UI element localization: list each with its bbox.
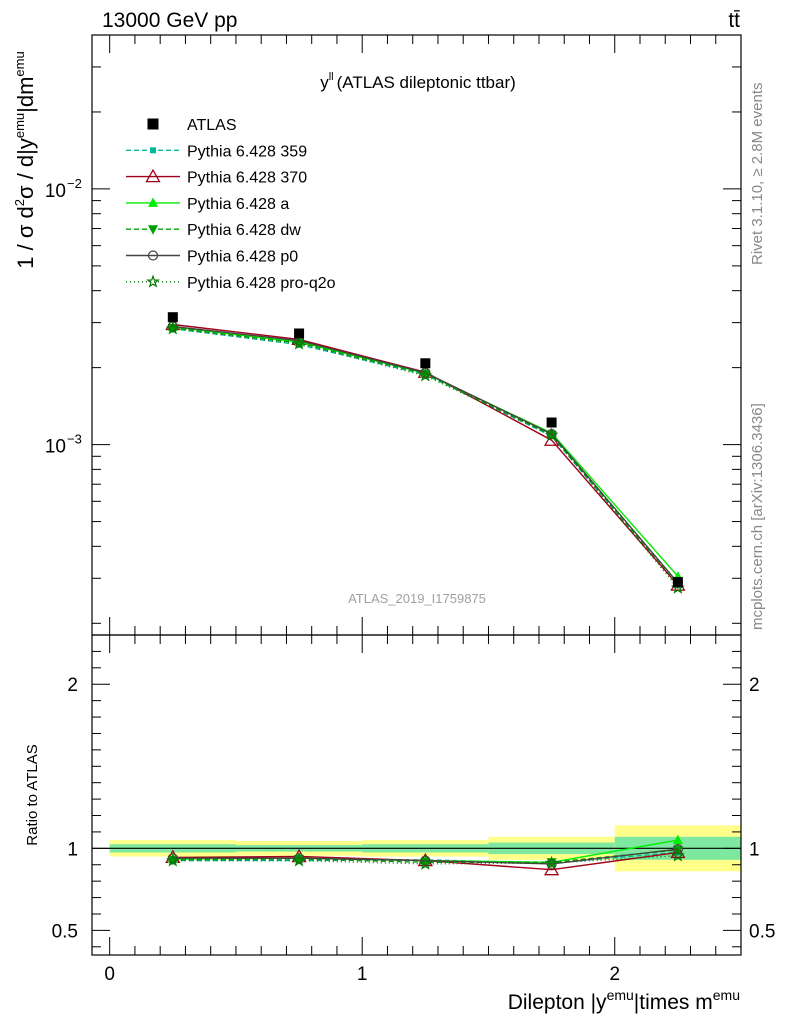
main-y-axis: 10−210−3 <box>45 34 741 624</box>
main-plot-panel: 10−210−3 ATLAS_2019_I1759875 yll (ATLAS d… <box>12 34 742 636</box>
legend-marker <box>145 168 161 183</box>
atlas-data-point <box>294 328 305 339</box>
main-y-axis-label: 1 / σ d2σ / d|yemu|dmemu <box>12 51 38 268</box>
ratio-y-tick-label: 1 <box>67 839 78 860</box>
legend-marker <box>150 147 156 154</box>
legend: ATLAS Pythia 6.428 359 Pythia 6.428 370 Pyt… <box>126 117 336 292</box>
ratio-x-tick-label: 1 <box>357 964 368 985</box>
legend-entry-label: Pythia 6.428 a <box>187 196 289 213</box>
main-series-layer <box>165 312 686 594</box>
main-y-tick-exponent: −3 <box>67 432 82 447</box>
ratio-plot-panel: 0.5 0.5 1 1 2 2 0 1 2 Ratio to ATLAS Dilepton |… <box>24 634 775 1014</box>
legend-marker <box>146 274 160 288</box>
plot-title: yll (ATLAS dileptonic ttbar) <box>320 71 516 92</box>
ratio-series-point <box>543 861 560 876</box>
rivet-version-label: Rivet 3.1.10, ≥ 2.8M events <box>749 83 766 266</box>
ratio-y-tick-label: 0.5 <box>52 921 78 942</box>
plot-title-var: y <box>320 73 329 92</box>
ratio-plot-frame <box>91 634 742 956</box>
legend-marker <box>148 197 158 207</box>
main-series-point <box>165 321 180 335</box>
process-label: tt̄ <box>728 9 740 32</box>
plot-title-rest: (ATLAS dileptonic ttbar) <box>337 73 516 92</box>
ratio-uncertainty-bands <box>92 825 741 872</box>
legend-entry-label: ATLAS <box>187 117 237 134</box>
ratio-series-line <box>172 855 678 865</box>
ratio-series-point <box>420 855 431 866</box>
legend-marker <box>148 225 158 235</box>
main-y-tick-exponent: −2 <box>67 176 82 191</box>
x-axis-label: Dilepton |yemu|times memu <box>508 987 740 1014</box>
main-series-point <box>544 427 559 441</box>
ratio-series-point <box>292 853 306 867</box>
ratio-y-tick-label: 2 <box>67 675 78 696</box>
x-axis-label-sup2: emu <box>713 987 740 1003</box>
ratio-y-axis: 0.5 0.5 1 1 2 2 <box>52 650 775 948</box>
legend-entry-label: Pythia 6.428 p0 <box>187 249 298 266</box>
ratio-series-point <box>165 853 180 867</box>
x-axis-label-sup1: emu <box>607 987 634 1003</box>
legend-entry-label: Pythia 6.428 pro-q2o <box>187 275 336 292</box>
legend-entry-label: Pythia 6.428 dw <box>187 222 301 239</box>
ratio-x-tick-label: 0 <box>104 964 115 985</box>
ratio-y-tick-label-right: 0.5 <box>749 921 775 942</box>
legend-marker <box>147 118 159 130</box>
legend-entry-label: Pythia 6.428 359 <box>187 143 307 160</box>
main-y-tick-label: 10 <box>45 181 66 202</box>
ratio-series-point <box>546 858 557 868</box>
ratio-series-point <box>672 844 683 855</box>
ratio-series-point <box>672 834 683 845</box>
main-series-point <box>418 368 433 382</box>
main-series-line <box>172 325 679 584</box>
ratio-series-point <box>546 858 557 870</box>
atlas-data-point <box>546 417 557 428</box>
plot-title-sup: ll <box>329 71 334 83</box>
ratio-series-layer <box>165 834 686 876</box>
ratio-x-tick-label: 2 <box>609 964 620 985</box>
atlas-data-point <box>672 577 683 588</box>
atlas-data-point <box>420 358 431 369</box>
main-series-point <box>292 336 306 350</box>
ratio-series-point <box>670 848 685 862</box>
main-x-axis <box>109 35 742 635</box>
energy-label: 13000 GeV pp <box>102 9 237 32</box>
ratio-series-point <box>418 856 433 870</box>
atlas-data-point <box>167 312 178 323</box>
main-y-tick-label: 10 <box>45 437 66 458</box>
ratio-x-axis: 0 1 2 <box>104 635 742 985</box>
ratio-series-point <box>544 855 559 870</box>
x-axis-label-main: Dilepton |y <box>508 991 607 1014</box>
legend-marker <box>147 250 159 261</box>
ratio-y-tick-label-right: 2 <box>749 675 760 696</box>
ratio-series-point <box>294 855 305 865</box>
analysis-watermark: ATLAS_2019_I1759875 <box>348 591 486 606</box>
x-axis-label-mid: |times m <box>634 991 713 1014</box>
main-series-line <box>172 328 679 589</box>
legend-entry-label: Pythia 6.428 370 <box>187 170 307 187</box>
ratio-y-tick-label-right: 1 <box>749 839 760 860</box>
ratio-y-axis-label: Ratio to ATLAS <box>24 744 41 845</box>
ratio-series-line <box>172 848 678 865</box>
mcplots-label: mcplots.cern.ch [arXiv:1306.3436] <box>749 403 766 630</box>
